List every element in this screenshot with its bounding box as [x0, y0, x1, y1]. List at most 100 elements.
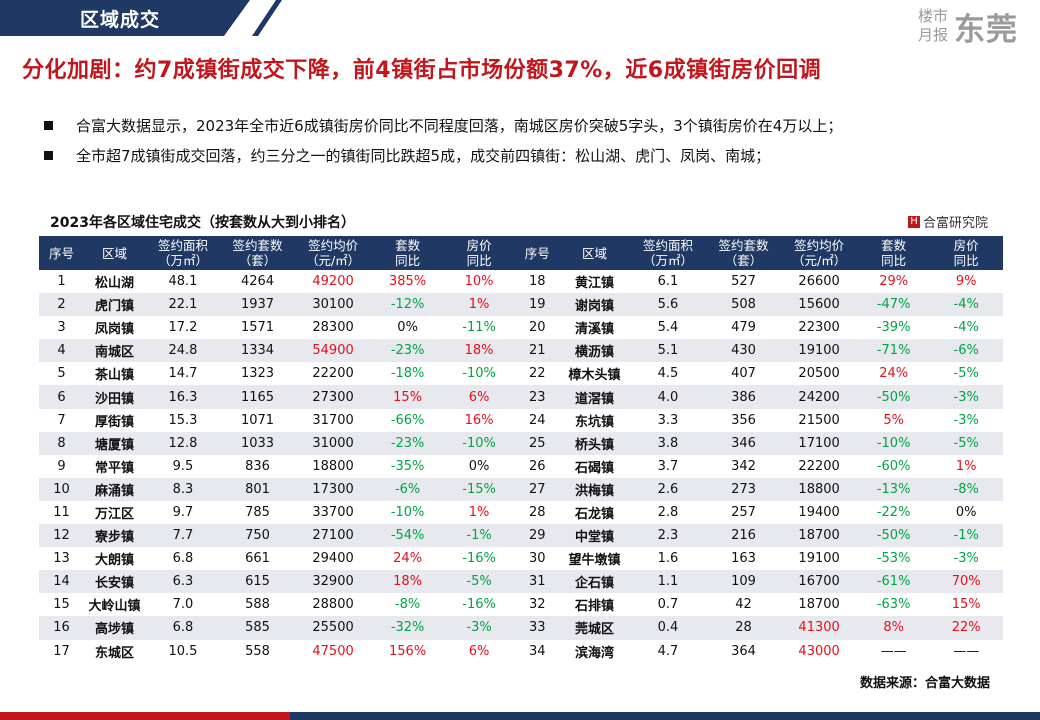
cell-units-yoy: -50% [857, 524, 930, 548]
cell-region: 南城区 [83, 339, 146, 363]
cell-price-yoy: -15% [443, 477, 515, 501]
cell-units: 1334 [220, 339, 295, 363]
cell-area: 0.7 [629, 593, 707, 617]
cell-area: 1.1 [629, 570, 707, 594]
table-row: 9 常平镇 9.5 836 18800 -35% 0% 26 石碣镇 3.7 342 22200 -60… [39, 454, 1003, 478]
cell-region: 黄江镇 [559, 270, 630, 294]
table-row: 10 麻涌镇 8.3 801 17300 -6% -15% 27 洪梅镇 2.6 273 18800-… [39, 477, 1003, 501]
cell-rank: 22 [514, 362, 560, 386]
cell-price: 19400 [780, 500, 858, 525]
cell-area: 2.3 [629, 524, 707, 548]
cell-units-yoy: 29% [857, 270, 930, 294]
column-header-units: 签约套数 （套） [220, 236, 295, 270]
cell-rank: 4 [39, 339, 84, 363]
cell-rank: 16 [39, 616, 84, 640]
table-row: 4 南城区 24.8 1334 54900 -23% 18% 21 横沥镇 5.1 430 19100… [39, 339, 1003, 363]
cell-region: 东城区 [83, 639, 146, 663]
cell-units: 1033 [220, 431, 295, 455]
cell-rank: 19 [514, 293, 560, 317]
cell-units: 430 [706, 339, 781, 363]
logo-line1: 楼市 [917, 7, 948, 25]
cell-units-yoy: -63% [857, 593, 930, 617]
cell-units: 527 [706, 270, 781, 294]
cell-units: 163 [706, 547, 781, 571]
cell-region: 石排镇 [559, 593, 630, 617]
section-title: 区域成交 [80, 9, 161, 31]
cell-region: 麻涌镇 [83, 477, 146, 501]
cell-rank: 21 [514, 339, 560, 363]
table-row: 15 大岭山镇 7.0 588 28800 -8% -16% 32 石排镇 0.7 42 18700-… [39, 593, 1003, 617]
cell-region: 茶山镇 [83, 362, 146, 386]
cell-price-yoy: 0% [929, 500, 1003, 525]
cell-units-yoy: -23% [371, 431, 444, 455]
cell-units-yoy: -12% [371, 293, 444, 317]
cell-area: 4.7 [629, 639, 707, 663]
cell-price: 27300 [294, 385, 372, 409]
cell-region: 大朗镇 [83, 547, 146, 571]
cell-units-yoy: -18% [371, 362, 444, 386]
cell-price: 27100 [294, 524, 372, 548]
cell-area: 10.5 [145, 639, 221, 663]
cell-rank: 13 [39, 547, 84, 571]
cell-area: 2.6 [629, 477, 707, 501]
column-header-price-yoy: 房价 同比 [443, 236, 515, 270]
cell-rank: 17 [39, 639, 84, 663]
cell-units-yoy: -50% [857, 385, 930, 409]
cell-units-yoy: -23% [371, 339, 444, 363]
cell-price: 18800 [294, 454, 372, 478]
cell-region: 横沥镇 [559, 339, 630, 363]
cell-price-yoy: 0% [443, 454, 515, 478]
cell-price: 30100 [294, 293, 372, 317]
cell-area: 4.5 [629, 362, 707, 386]
cell-units-yoy: -35% [371, 454, 444, 478]
cell-price-yoy: 18% [443, 339, 515, 363]
cell-price: 24200 [780, 385, 858, 409]
headline: 分化加剧：约7成镇街成交下降，前4镇街占市场份额37%，近6成镇街房价回调 [22, 58, 822, 83]
cell-units: 479 [706, 316, 781, 340]
cell-area: 5.4 [629, 316, 707, 340]
cell-region: 沙田镇 [83, 385, 146, 409]
table-row: 1 松山湖 48.1 4264 49200 385% 10% 18 黄江镇 6.1 527 26600… [39, 270, 1003, 294]
cell-price: 32900 [294, 570, 372, 594]
cell-price: 19100 [780, 547, 858, 571]
cell-price-yoy: -8% [929, 477, 1003, 501]
cell-units-yoy: 24% [857, 362, 930, 386]
report-logo: 楼市 月报 东莞 [917, 6, 1018, 48]
cell-price-yoy: 22% [929, 616, 1003, 640]
cell-units: 42 [706, 593, 781, 617]
cell-units: 257 [706, 500, 781, 525]
cell-region: 谢岗镇 [559, 293, 630, 317]
cell-units: 1165 [220, 385, 295, 409]
cell-units: 342 [706, 454, 781, 478]
cell-units-yoy: 18% [371, 570, 444, 594]
cell-price: 26600 [780, 270, 858, 294]
cell-price-yoy: 10% [443, 270, 515, 294]
column-header-price-yoy: 房价 同比 [929, 236, 1003, 270]
cell-region: 桥头镇 [559, 431, 630, 455]
table-row: 13 大朗镇 6.8 661 29400 24% -16% 30 望牛墩镇 1.6 163 19100… [39, 547, 1003, 571]
cell-region: 大岭山镇 [83, 593, 146, 617]
table-row: 6 沙田镇 16.3 1165 27300 15% 6% 23 道滘镇 4.0 386 24200 -5… [39, 385, 1003, 409]
cell-units: 615 [220, 570, 295, 594]
cell-price: 31000 [294, 431, 372, 455]
cell-price: 17100 [780, 431, 858, 455]
cell-price: 22200 [294, 362, 372, 386]
cell-rank: 8 [39, 431, 84, 455]
cell-units-yoy: -71% [857, 339, 930, 363]
cell-region: 常平镇 [83, 454, 146, 478]
cell-rank: 26 [514, 454, 560, 478]
table-body: 1 松山湖 48.1 4264 49200 385% 10% 18 黄江镇 6.1 527 26600… [39, 270, 1003, 663]
table-row: 14 长安镇 6.3 615 32900 18% -5% 31 企石镇 1.1 109 16700 -6… [39, 570, 1003, 594]
data-source: 数据来源：合富大数据 [859, 676, 990, 691]
cell-price: 22300 [780, 316, 858, 340]
cell-region: 樟木头镇 [559, 362, 630, 386]
cell-price: 18800 [780, 477, 858, 501]
cell-price-yoy: -4% [929, 316, 1003, 340]
table-row: 17 东城区 10.5 558 47500 156% 6% 34 滨海湾 4.7 364 43000—… [39, 639, 1003, 663]
cell-units-yoy: 156% [371, 639, 444, 663]
cell-area: 7.7 [145, 524, 221, 548]
brand-name: 合富研究院 [923, 216, 989, 231]
column-header-region: 区域 [559, 236, 630, 270]
cell-price: 19100 [780, 339, 858, 363]
cell-units: 836 [220, 454, 295, 478]
